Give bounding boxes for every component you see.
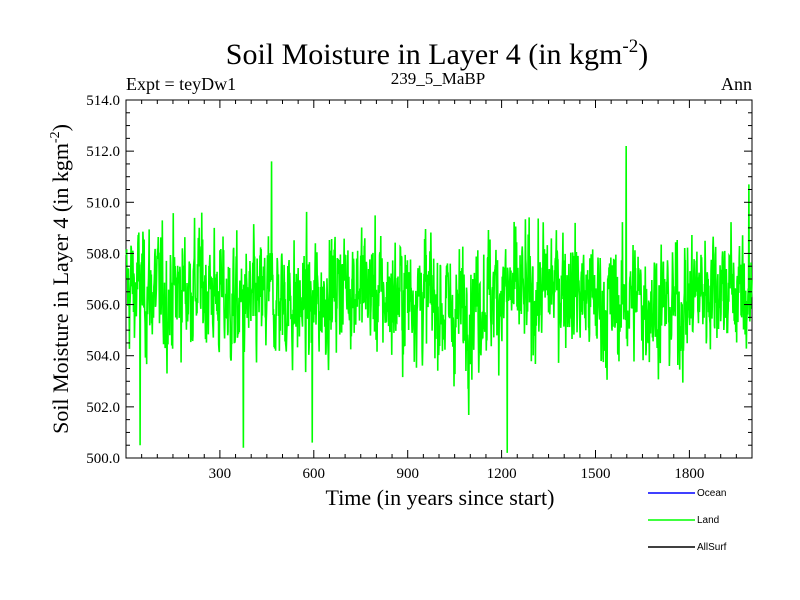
chart-title: Soil Moisture in Layer 4 (in kgm-2) — [226, 36, 648, 71]
y-tick-label: 510.0 — [86, 195, 120, 211]
x-axis-tick-labels: 300 600 900 1200 1500 1800 — [209, 466, 705, 482]
y-tick-label: 500.0 — [86, 451, 120, 467]
x-tick-label: 600 — [303, 466, 326, 482]
y-axis-tick-labels: 500.0 502.0 504.0 506.0 508.0 510.0 512.0 514.0 — [86, 93, 120, 467]
legend-land-label: Land — [697, 515, 719, 526]
x-axis-ticks — [141, 100, 737, 458]
x-axis-label: Time (in years since start) — [326, 485, 555, 510]
y-axis-label: Soil Moisture in Layer 4 (in kgm-2) — [48, 124, 73, 434]
y-tick-label: 512.0 — [86, 144, 120, 160]
x-tick-label: 300 — [209, 466, 232, 482]
period-label: 239_5_MaBP — [391, 69, 485, 88]
y-tick-label: 508.0 — [86, 246, 120, 262]
x-tick-label: 900 — [396, 466, 419, 482]
experiment-label: Expt = teyDw1 — [126, 74, 236, 94]
legend-ocean-label: Ocean — [697, 488, 726, 499]
y-tick-label: 514.0 — [86, 93, 120, 109]
x-tick-label: 1500 — [581, 466, 611, 482]
legend: Ocean Land AllSurf — [648, 488, 727, 553]
x-tick-label: 1800 — [674, 466, 704, 482]
y-axis-ticks — [126, 99, 752, 459]
x-tick-label: 1200 — [487, 466, 517, 482]
y-tick-label: 502.0 — [86, 400, 120, 416]
land-series-line — [125, 146, 753, 453]
season-label: Ann — [721, 74, 752, 94]
y-tick-label: 504.0 — [86, 349, 120, 365]
legend-allsurf-label: AllSurf — [697, 542, 727, 553]
y-tick-label: 506.0 — [86, 298, 120, 314]
